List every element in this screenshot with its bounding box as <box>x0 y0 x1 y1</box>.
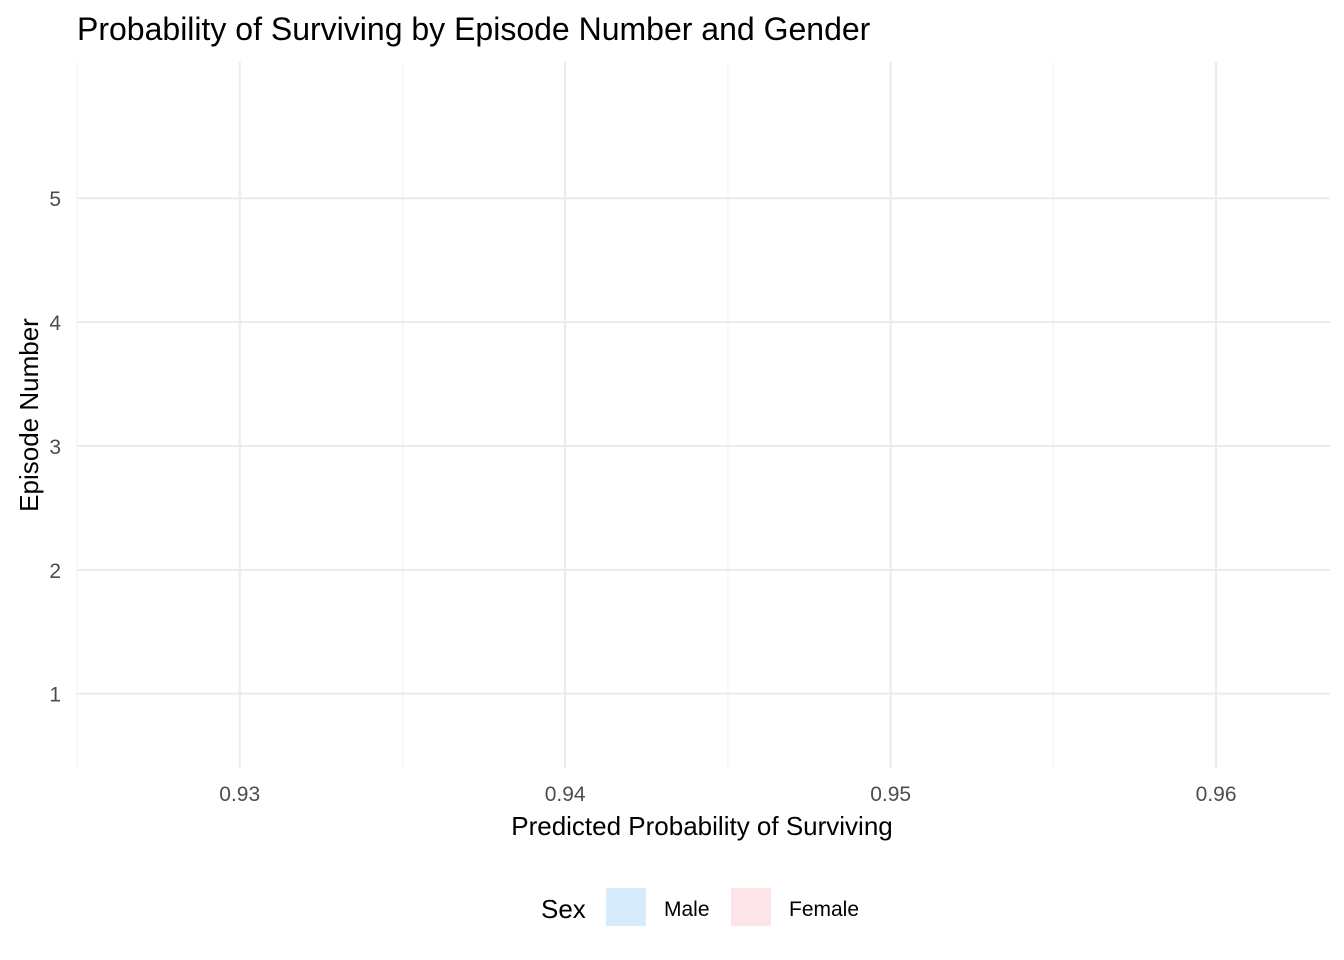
x-tick-label: 0.96 <box>1196 783 1237 806</box>
y-tick-label: 4 <box>49 312 61 335</box>
y-tick-label: 3 <box>49 436 61 459</box>
y-tick-label: 5 <box>49 188 61 211</box>
y-tick-labels: 1 2 3 4 5 <box>49 188 61 706</box>
y-tick-label: 2 <box>49 560 61 583</box>
legend: Sex Male Female <box>541 888 859 926</box>
x-tick-label: 0.93 <box>219 783 260 806</box>
chart-title: Probability of Surviving by Episode Numb… <box>77 11 871 47</box>
x-tick-label: 0.94 <box>545 783 586 806</box>
legend-label-male: Male <box>664 898 710 921</box>
y-axis-title: Episode Number <box>14 318 44 512</box>
legend-key-female <box>731 888 771 926</box>
x-tick-label: 0.95 <box>870 783 911 806</box>
legend-label-female: Female <box>789 898 859 921</box>
legend-key-male <box>606 888 646 926</box>
y-tick-label: 1 <box>49 684 61 707</box>
x-axis-title: Predicted Probability of Surviving <box>511 811 893 841</box>
plot-grid <box>76 62 1330 768</box>
x-tick-labels: 0.93 0.94 0.95 0.96 <box>219 783 1236 806</box>
legend-title: Sex <box>541 894 586 924</box>
